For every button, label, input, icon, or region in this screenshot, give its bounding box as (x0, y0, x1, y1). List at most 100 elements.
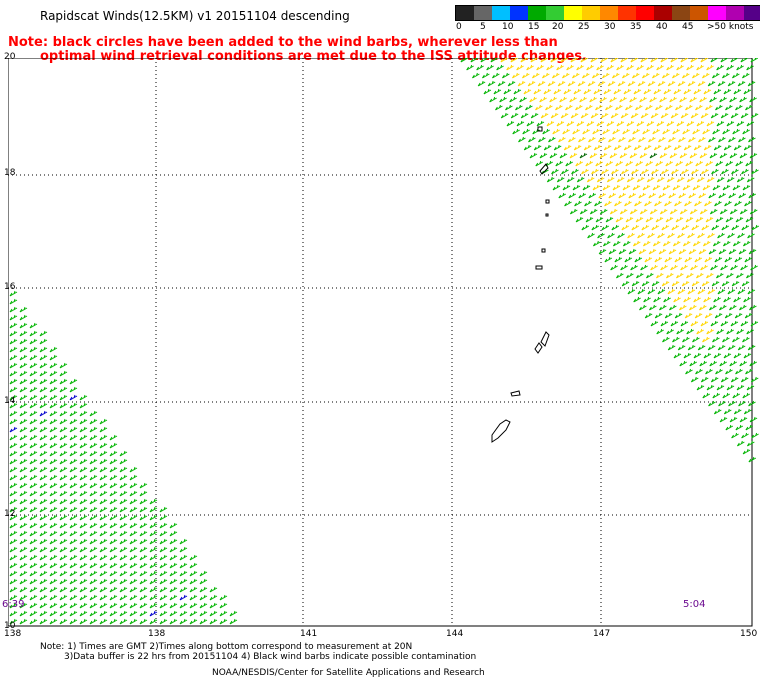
wind-barb (679, 152, 688, 159)
wind-barb (19, 602, 28, 609)
wind-barb (669, 304, 677, 311)
wind-barb (745, 424, 754, 431)
wind-barb (521, 72, 530, 79)
wind-barb (129, 530, 138, 537)
wind-barb (704, 312, 713, 319)
wind-barb (209, 618, 218, 625)
wind-barb (682, 128, 690, 135)
wind-barb (682, 240, 691, 247)
wind-barb (720, 264, 728, 271)
wind-barb (59, 434, 68, 441)
wind-barb (691, 72, 700, 79)
wind-barb (149, 594, 158, 601)
wind-barb (552, 128, 560, 135)
wind-barb (535, 160, 544, 167)
wind-barb (99, 426, 108, 433)
wind-barb (89, 610, 98, 617)
wind-barb (476, 64, 484, 71)
wind-barb (657, 232, 665, 239)
wind-barb (736, 440, 745, 447)
wind-barb (651, 168, 659, 175)
legend-label: 20 (552, 22, 564, 32)
wind-barb (690, 264, 698, 271)
wind-barb (59, 418, 68, 425)
wind-barb (149, 506, 158, 513)
wind-barb (707, 80, 716, 87)
wind-barb (99, 434, 108, 441)
wind-barb (715, 104, 723, 111)
wind-barb (59, 586, 68, 593)
wind-barb (139, 538, 148, 545)
wind-barb (39, 338, 48, 345)
wind-barb (619, 208, 628, 215)
wind-barb (79, 418, 88, 425)
wind-barb (738, 192, 747, 199)
wind-barb (129, 474, 138, 481)
wind-barb (736, 384, 745, 391)
wind-barb (668, 136, 676, 143)
wind-barb (39, 394, 48, 401)
wind-barb (49, 474, 58, 481)
wind-barb (679, 208, 688, 215)
wind-barb (723, 352, 732, 359)
wind-barb (19, 498, 28, 505)
wind-barb (748, 456, 757, 463)
island-guam (491, 419, 511, 443)
wind-barb (59, 370, 68, 377)
wind-barb (39, 434, 48, 441)
wind-barb (149, 498, 158, 505)
wind-barb (596, 176, 605, 183)
lon-label-144: 144 (446, 629, 464, 639)
wind-barb (713, 144, 722, 151)
wind-barb (49, 514, 58, 521)
wind-barb (19, 618, 28, 625)
wind-barb (677, 288, 686, 295)
wind-barb (29, 490, 38, 497)
wind-barb (19, 426, 28, 433)
wind-barb (666, 328, 674, 335)
wind-barb (159, 610, 168, 617)
wind-barb (751, 432, 759, 439)
wind-barb (735, 216, 744, 223)
wind-barb (79, 602, 88, 609)
wind-barb (636, 176, 645, 183)
wind-barb (79, 514, 88, 521)
wind-barb (500, 112, 509, 119)
wind-barb (579, 96, 587, 103)
wind-barb (592, 240, 601, 247)
wind-barb (537, 80, 546, 87)
wind-barb (647, 80, 656, 87)
wind-barb (716, 176, 725, 183)
wind-barb (655, 216, 664, 223)
wind-barb (199, 586, 208, 593)
wind-barb (576, 64, 584, 71)
wind-barbs (9, 58, 760, 625)
wind-barb (743, 408, 752, 415)
wind-barb (749, 208, 758, 215)
wind-barb (29, 322, 38, 329)
wind-barb (179, 546, 188, 553)
wind-barb (740, 58, 749, 63)
wind-barb (19, 394, 28, 401)
wind-barb (616, 176, 625, 183)
wind-barb (708, 136, 716, 143)
wind-barb (199, 618, 208, 625)
wind-barb (672, 128, 680, 135)
wind-barb (79, 442, 88, 449)
wind-barb (19, 314, 28, 321)
wind-barb (735, 160, 744, 167)
wind-barb (79, 562, 88, 569)
wind-barb (584, 200, 592, 207)
footer-note-1: Note: 1) Times are GMT 2)Times along bot… (40, 642, 413, 652)
wind-barb (59, 498, 68, 505)
wind-barb (59, 386, 68, 393)
wind-barb (702, 392, 711, 399)
wind-barb (604, 200, 612, 207)
wind-barb (621, 280, 630, 287)
wind-barb (99, 466, 108, 473)
wind-barb (665, 104, 673, 111)
legend-swatch (618, 6, 636, 20)
wind-barb (642, 128, 650, 135)
wind-barb (725, 272, 734, 279)
wind-barb (558, 192, 567, 199)
